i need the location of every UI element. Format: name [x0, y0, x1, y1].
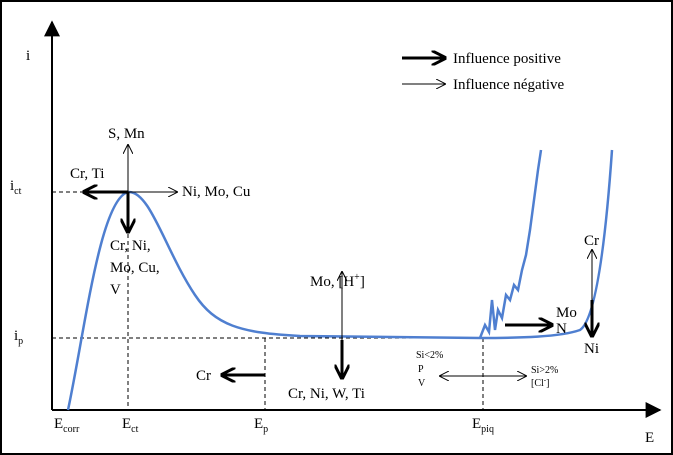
annotation: Cr [584, 233, 599, 249]
annotation: V [110, 282, 121, 298]
annotation: Mo [556, 305, 577, 321]
annotation: Si<2% [416, 350, 443, 361]
annotation: Cr [196, 368, 211, 384]
label-ict: ict [10, 178, 22, 197]
label-ect: Ect [122, 416, 139, 435]
annotation: Cr, Ni, [110, 238, 151, 254]
legend-text: Influence positive [453, 51, 561, 67]
curve-pitting [478, 149, 543, 339]
annotation: N [556, 321, 567, 337]
label-ecorr: Ecorr [54, 416, 80, 435]
curve [66, 149, 614, 411]
annotation: Si>2% [531, 365, 558, 376]
label-epiq: Epiq [472, 416, 494, 435]
annotation: Cr, Ti [70, 166, 104, 182]
annotation: [Cl-] [531, 376, 549, 389]
annotation: Cr, Ni, W, Ti [288, 386, 365, 402]
annotation: Ni [584, 341, 599, 357]
annotation: Ni, Mo, Cu [182, 184, 251, 200]
x-axis-label: E [645, 430, 654, 446]
annotation: Mo, Cu, [110, 260, 160, 276]
annotation: S, Mn [108, 126, 145, 142]
annotation: Mo, [H+] [310, 272, 365, 290]
annotation: V [418, 378, 426, 389]
label-ep: Ep [254, 416, 268, 435]
y-axis-label: i [26, 48, 30, 64]
label-ip: ip [14, 328, 23, 347]
legend-text: Influence négative [453, 77, 565, 93]
annotation: P [418, 364, 424, 375]
